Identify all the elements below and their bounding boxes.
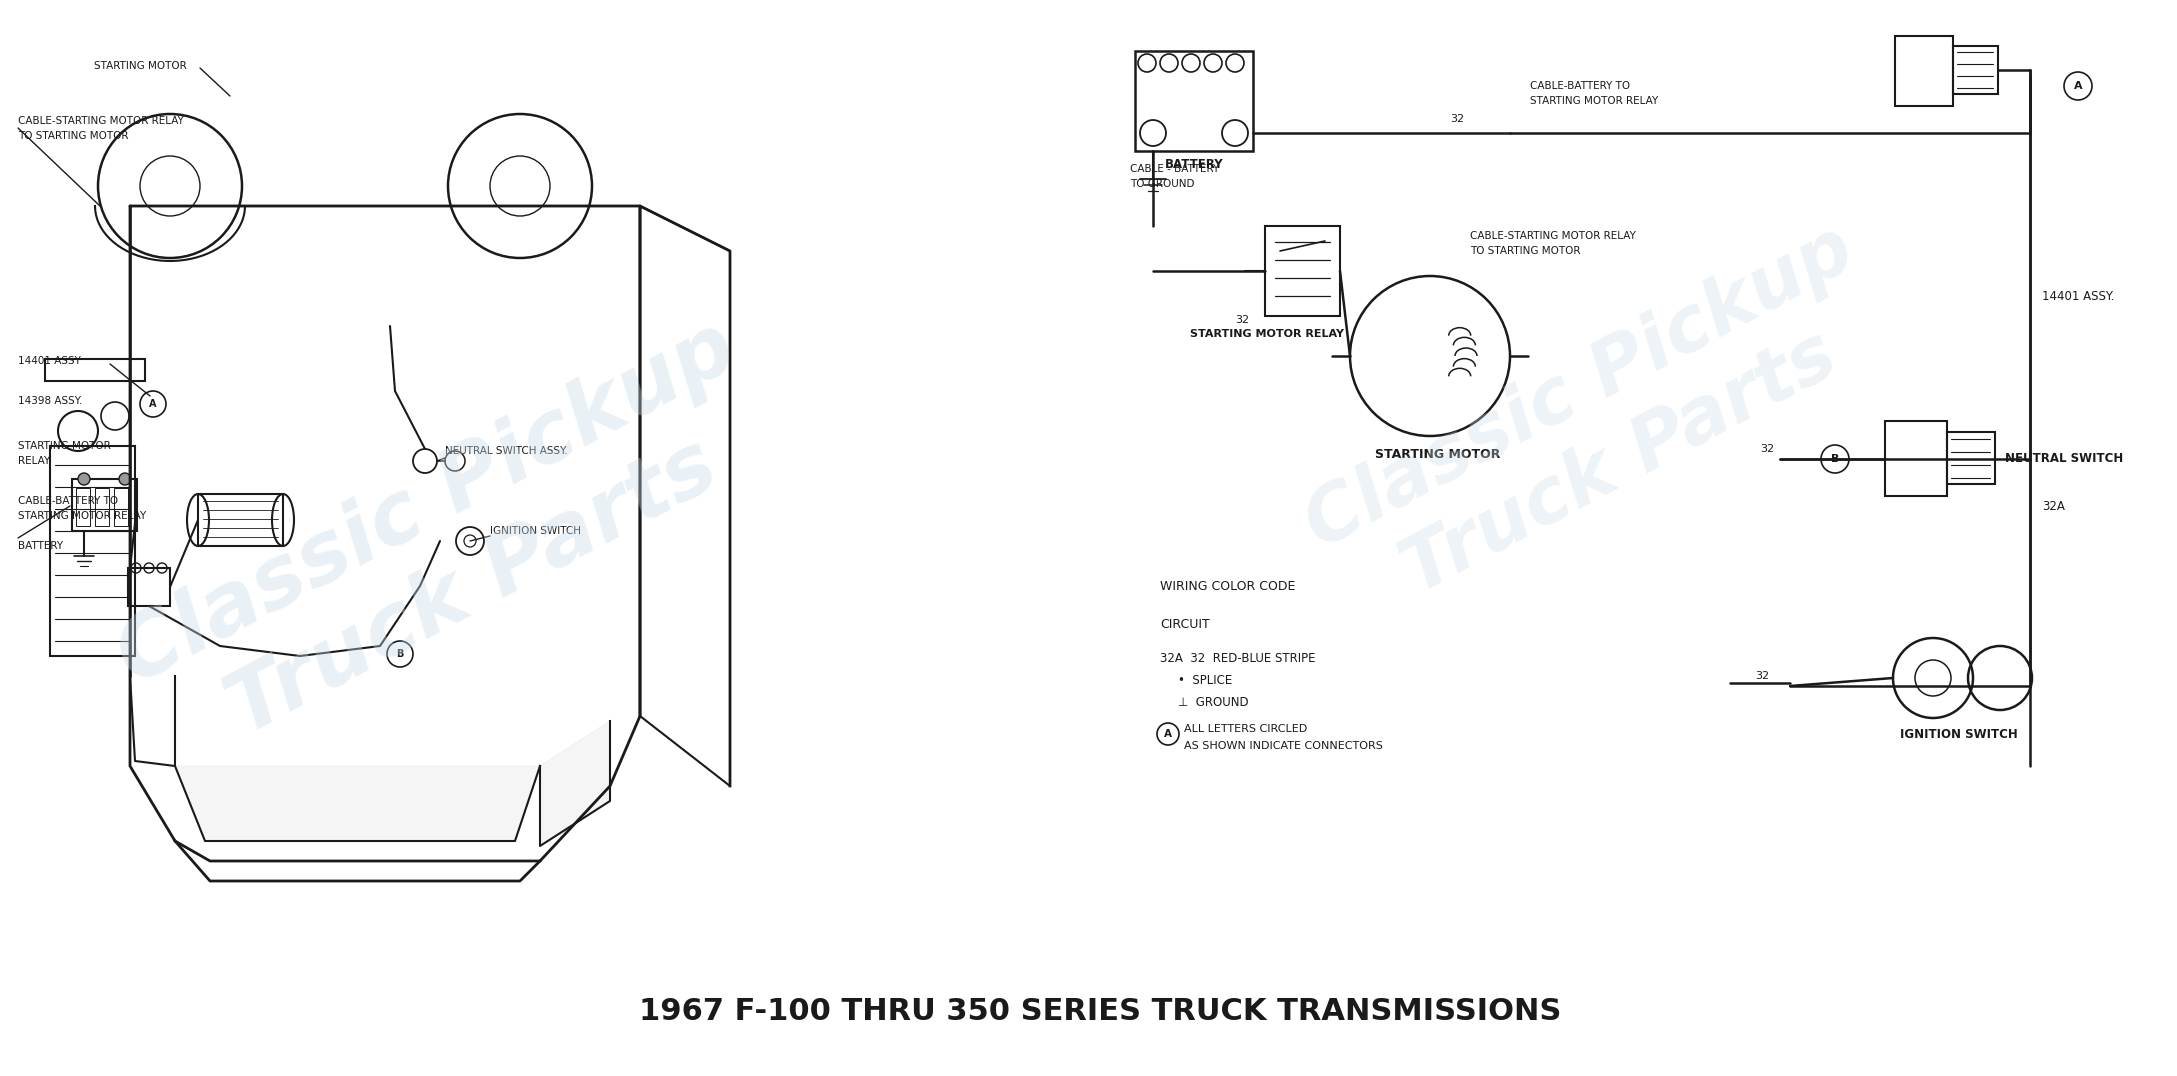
Bar xyxy=(1946,431,1994,484)
Bar xyxy=(128,568,170,606)
Text: 1967 F-100 THRU 350 SERIES TRUCK TRANSMISSIONS: 1967 F-100 THRU 350 SERIES TRUCK TRANSMI… xyxy=(638,997,1561,1027)
Text: 32A: 32A xyxy=(2042,499,2064,512)
Text: CABLE-STARTING MOTOR RELAY: CABLE-STARTING MOTOR RELAY xyxy=(1469,231,1635,241)
Text: STARTING MOTOR: STARTING MOTOR xyxy=(1376,448,1500,461)
Bar xyxy=(1265,226,1341,316)
Text: STARTING MOTOR: STARTING MOTOR xyxy=(94,61,187,71)
Text: TO STARTING MOTOR: TO STARTING MOTOR xyxy=(1469,246,1581,256)
Bar xyxy=(50,445,135,656)
Text: 32: 32 xyxy=(1450,114,1465,124)
Text: CABLE - BATTERY: CABLE - BATTERY xyxy=(1130,164,1219,174)
Bar xyxy=(1894,36,1953,107)
Text: •  SPLICE: • SPLICE xyxy=(1178,675,1232,688)
Text: NEUTRAL SWITCH: NEUTRAL SWITCH xyxy=(2005,453,2123,466)
Text: CABLE-BATTERY TO: CABLE-BATTERY TO xyxy=(17,496,118,506)
Text: CABLE-STARTING MOTOR RELAY: CABLE-STARTING MOTOR RELAY xyxy=(17,116,183,126)
Text: BATTERY: BATTERY xyxy=(1165,158,1223,171)
Text: B: B xyxy=(1831,454,1840,464)
Text: STARTING MOTOR: STARTING MOTOR xyxy=(17,441,111,451)
Bar xyxy=(198,494,283,546)
Text: IGNITION SWITCH: IGNITION SWITCH xyxy=(490,526,581,536)
Bar xyxy=(76,489,89,526)
Text: WIRING COLOR CODE: WIRING COLOR CODE xyxy=(1160,580,1295,593)
Text: AS SHOWN INDICATE CONNECTORS: AS SHOWN INDICATE CONNECTORS xyxy=(1184,741,1382,751)
Bar xyxy=(96,489,109,526)
Bar xyxy=(113,489,128,526)
Text: STARTING MOTOR RELAY: STARTING MOTOR RELAY xyxy=(1191,329,1343,339)
Text: CIRCUIT: CIRCUIT xyxy=(1160,618,1210,631)
Text: BATTERY: BATTERY xyxy=(17,541,63,551)
Text: STARTING MOTOR RELAY: STARTING MOTOR RELAY xyxy=(17,511,146,521)
Bar xyxy=(1953,46,1998,94)
Circle shape xyxy=(120,473,131,485)
Text: RELAY: RELAY xyxy=(17,456,50,466)
Text: STARTING MOTOR RELAY: STARTING MOTOR RELAY xyxy=(1530,96,1659,107)
Text: Classic Pickup
Truck Parts: Classic Pickup Truck Parts xyxy=(104,306,795,787)
Text: 32: 32 xyxy=(1759,444,1774,454)
Text: Classic Pickup
Truck Parts: Classic Pickup Truck Parts xyxy=(1293,212,1907,639)
Bar xyxy=(46,359,146,381)
Text: CABLE-BATTERY TO: CABLE-BATTERY TO xyxy=(1530,81,1631,91)
Text: 14401 ASSY.: 14401 ASSY. xyxy=(2042,289,2114,302)
Bar xyxy=(1885,421,1946,496)
Text: 32: 32 xyxy=(1234,315,1250,325)
Text: ⊥  GROUND: ⊥ GROUND xyxy=(1178,695,1250,708)
Text: B: B xyxy=(396,649,403,659)
Text: A: A xyxy=(150,399,157,409)
Text: 32: 32 xyxy=(1755,671,1770,681)
Circle shape xyxy=(78,473,89,485)
Bar xyxy=(72,479,137,530)
Text: A: A xyxy=(2075,81,2083,91)
Text: IGNITION SWITCH: IGNITION SWITCH xyxy=(1901,727,2018,740)
Polygon shape xyxy=(174,766,540,841)
Text: TO STARTING MOTOR: TO STARTING MOTOR xyxy=(17,131,128,141)
Text: A: A xyxy=(1165,730,1171,739)
Text: 32A  32  RED-BLUE STRIPE: 32A 32 RED-BLUE STRIPE xyxy=(1160,651,1315,665)
Text: 14398 ASSY.: 14398 ASSY. xyxy=(17,396,83,406)
Bar xyxy=(1134,51,1254,151)
Text: TO GROUND: TO GROUND xyxy=(1130,179,1195,189)
Text: ALL LETTERS CIRCLED: ALL LETTERS CIRCLED xyxy=(1184,724,1306,734)
Polygon shape xyxy=(540,721,610,846)
Text: NEUTRAL SWITCH ASSY.: NEUTRAL SWITCH ASSY. xyxy=(444,445,568,456)
Text: 14401 ASSY: 14401 ASSY xyxy=(17,356,81,366)
